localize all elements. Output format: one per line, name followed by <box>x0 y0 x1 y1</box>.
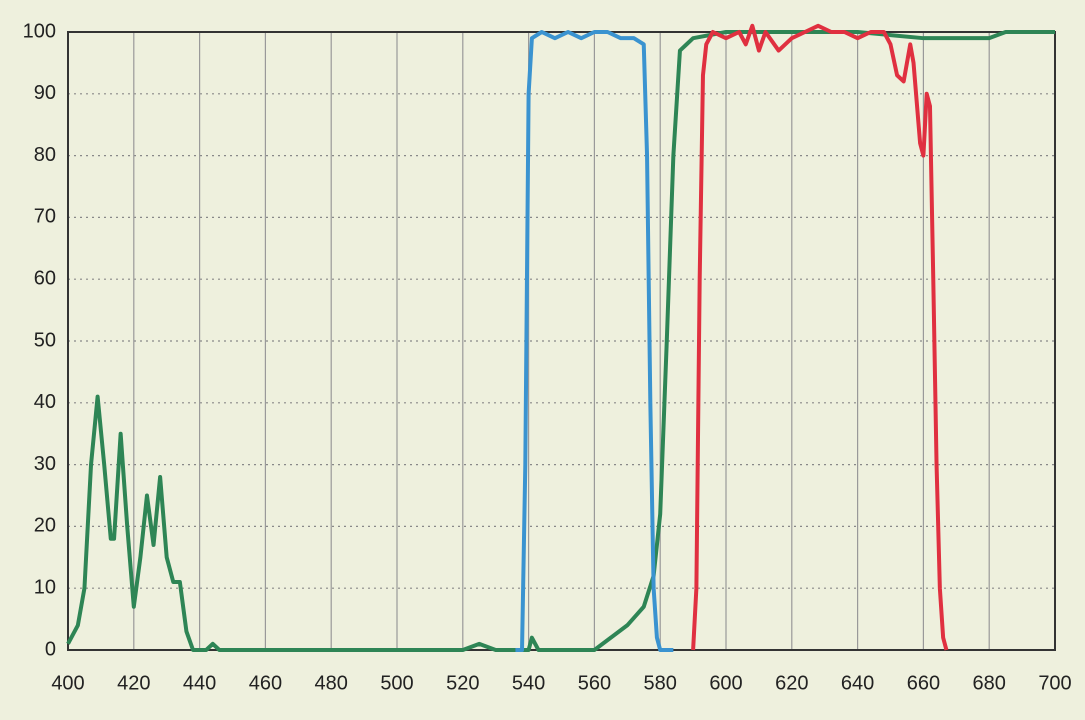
x-tick-label: 680 <box>973 672 1006 694</box>
x-tick-label: 520 <box>446 672 479 694</box>
x-tick-label: 560 <box>578 672 611 694</box>
x-tick-label: 440 <box>183 672 216 694</box>
y-tick-label: 40 <box>34 391 56 413</box>
y-tick-label: 100 <box>23 20 56 42</box>
x-tick-label: 400 <box>51 672 84 694</box>
x-tick-label: 640 <box>841 672 874 694</box>
x-tick-label: 460 <box>249 672 282 694</box>
y-tick-label: 30 <box>34 453 56 475</box>
y-tick-label: 60 <box>34 267 56 289</box>
y-tick-label: 80 <box>34 144 56 166</box>
y-tick-label: 20 <box>34 515 56 537</box>
series-line <box>691 23 949 651</box>
y-tick-label: 0 <box>45 638 56 660</box>
x-tick-label: 700 <box>1038 672 1071 694</box>
x-tick-label: 620 <box>775 672 808 694</box>
x-tick-label: 420 <box>117 672 150 694</box>
x-tick-label: 600 <box>709 672 742 694</box>
x-tick-label: 480 <box>315 672 348 694</box>
series-line <box>66 30 1055 652</box>
y-tick-label: 90 <box>34 82 56 104</box>
series-line <box>515 30 674 652</box>
x-tick-label: 540 <box>512 672 545 694</box>
y-tick-label: 10 <box>34 576 56 598</box>
x-tick-label: 660 <box>907 672 940 694</box>
x-tick-label: 500 <box>380 672 413 694</box>
y-tick-label: 70 <box>34 206 56 228</box>
y-tick-label: 50 <box>34 329 56 351</box>
x-tick-label: 580 <box>644 672 677 694</box>
